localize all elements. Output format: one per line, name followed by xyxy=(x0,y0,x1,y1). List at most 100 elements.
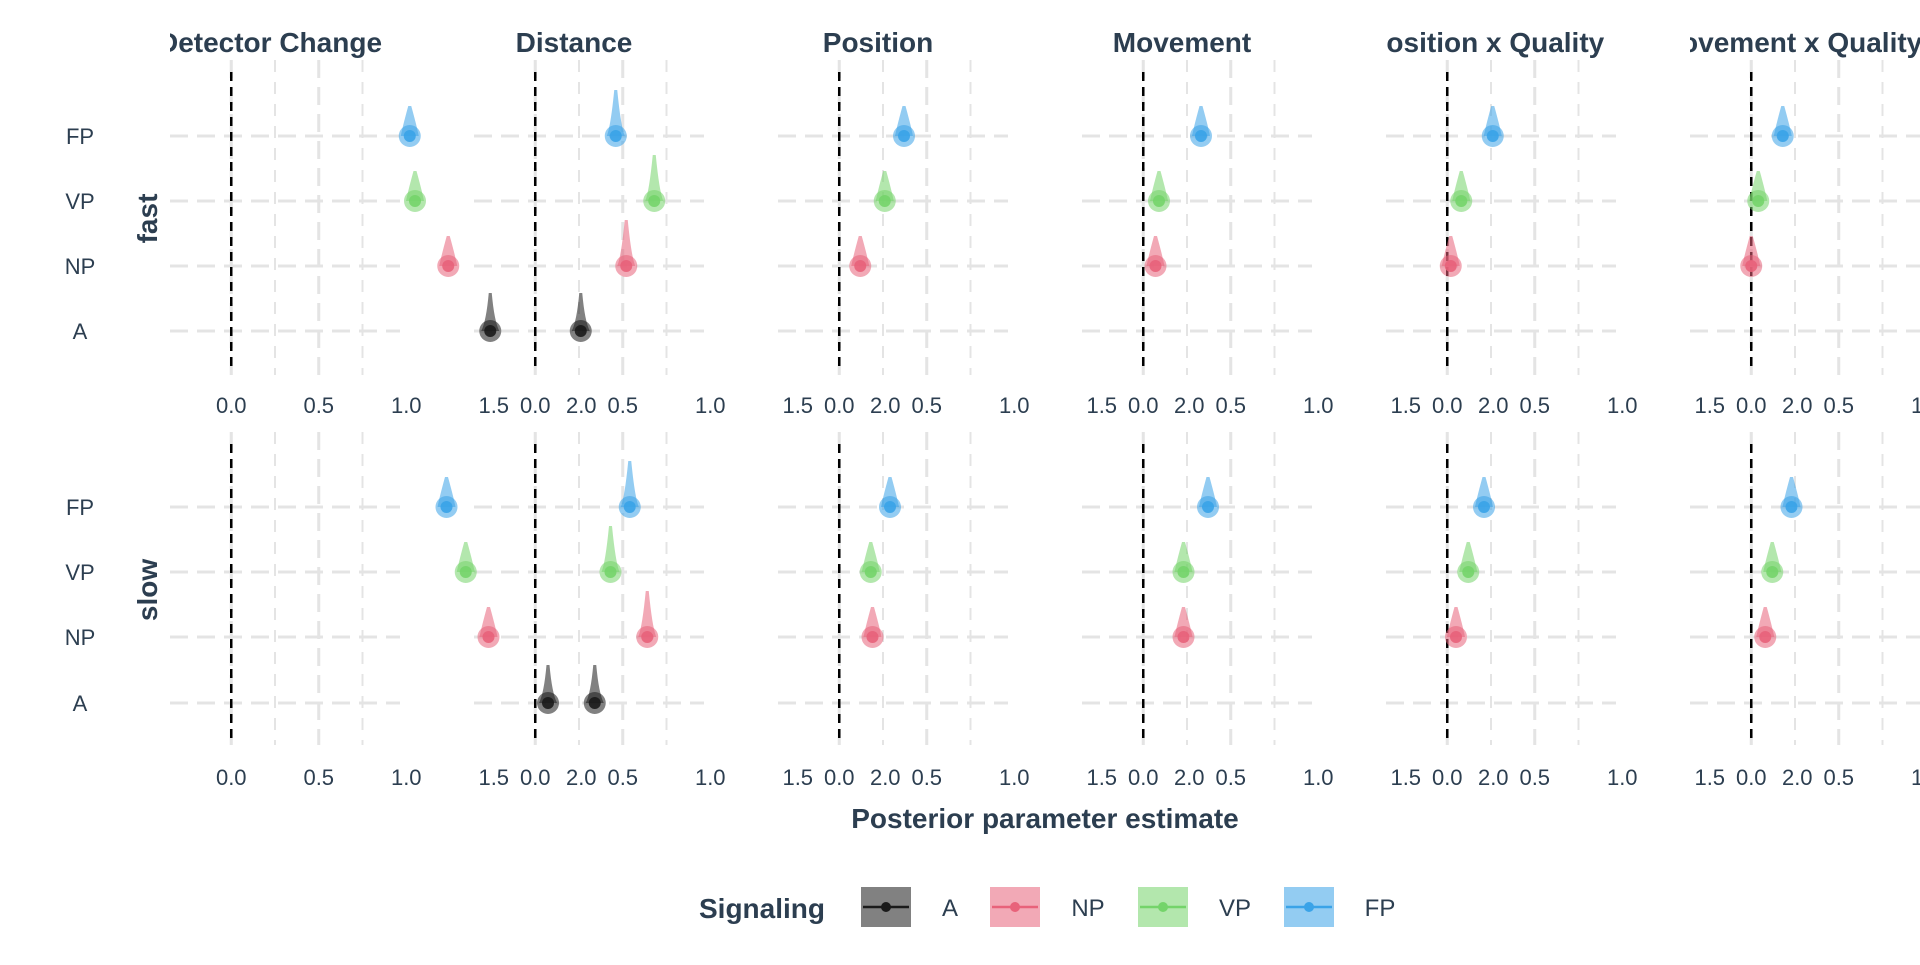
posterior-point xyxy=(898,130,910,142)
legend-key-point xyxy=(1304,902,1314,912)
legend-label: NP xyxy=(1071,895,1104,922)
x-tick-label: 0.0 xyxy=(1128,393,1159,418)
x-tick-label: 0.0 xyxy=(216,765,247,790)
x-tick-label: 2.0 xyxy=(566,393,597,418)
x-tick-label: 1.5 xyxy=(1086,765,1117,790)
posterior-density xyxy=(617,220,636,266)
x-tick-label: 1.0 xyxy=(1911,393,1920,418)
posterior-point xyxy=(604,566,617,578)
data-point xyxy=(643,155,666,212)
y-tick-label: VP xyxy=(65,189,94,214)
x-tick-label: 2.0 xyxy=(1174,765,1205,790)
legend-label: VP xyxy=(1219,895,1251,922)
x-tick-label: 0.5 xyxy=(1823,765,1854,790)
y-tick-label: NP xyxy=(65,625,96,650)
posterior-point xyxy=(484,325,497,337)
data-point xyxy=(1172,607,1195,648)
posterior-point xyxy=(1450,631,1462,643)
x-tick-label: 2.0 xyxy=(1782,393,1813,418)
data-point xyxy=(873,171,896,212)
x-tick-label: 1.0 xyxy=(1607,393,1638,418)
posterior-point xyxy=(588,697,601,709)
y-tick-label: A xyxy=(73,319,88,344)
x-tick-label: 0.0 xyxy=(824,393,855,418)
x-tick-label: 0.0 xyxy=(520,393,551,418)
x-tick-label: 0.5 xyxy=(1519,765,1550,790)
x-tick-label: 0.5 xyxy=(1519,393,1550,418)
x-tick-label: 0.5 xyxy=(607,393,638,418)
text-layer: Detector Change Distance Position Movement P… xyxy=(65,27,1920,927)
posterior-point xyxy=(1177,566,1190,578)
data-point xyxy=(569,293,592,342)
x-tick-label: 0.5 xyxy=(911,393,942,418)
x-tick-label: 2.0 xyxy=(1478,393,1509,418)
row-label: slow xyxy=(132,559,163,621)
data-point xyxy=(1148,171,1170,212)
data-point xyxy=(435,477,458,518)
data-point xyxy=(404,171,426,212)
panel-title: Position xyxy=(823,27,933,58)
data-point xyxy=(477,607,500,648)
posterior-point xyxy=(1177,631,1190,643)
x-tick-label: 0.5 xyxy=(1215,765,1246,790)
posterior-point xyxy=(1759,631,1772,643)
data-point xyxy=(879,477,901,518)
data-point xyxy=(859,542,882,583)
x-tick-label: 1.5 xyxy=(1390,765,1421,790)
posterior-point xyxy=(1776,130,1789,142)
posterior-point xyxy=(1478,501,1490,513)
x-tick-label: 1.0 xyxy=(1911,765,1920,790)
data-point xyxy=(1457,542,1480,583)
data-point xyxy=(454,542,477,583)
legend-entry: A xyxy=(861,887,958,927)
x-axis-title: Posterior parameter estimate xyxy=(851,803,1239,834)
x-tick-label: 1.0 xyxy=(695,393,726,418)
y-tick-label: FP xyxy=(66,124,94,149)
panel-title: Distance xyxy=(516,27,633,58)
data-point xyxy=(615,220,638,277)
data-point xyxy=(599,526,622,583)
posterior-point xyxy=(1195,130,1207,142)
x-tick-label: 2.0 xyxy=(1174,393,1205,418)
panel-title: Detector Change xyxy=(158,27,382,58)
data-point xyxy=(618,461,641,518)
legend-key-point xyxy=(1010,902,1020,912)
data-point xyxy=(1761,542,1784,583)
data-point xyxy=(1439,236,1462,277)
data-point xyxy=(398,106,421,147)
data-point xyxy=(604,90,627,147)
posterior-point xyxy=(403,130,416,142)
y-tick-label: A xyxy=(73,691,88,716)
x-tick-label: 1.5 xyxy=(782,765,813,790)
x-tick-label: 1.0 xyxy=(1607,765,1638,790)
x-tick-label: 2.0 xyxy=(870,765,901,790)
legend-entry: VP xyxy=(1138,887,1251,927)
posterior-point xyxy=(574,325,587,337)
x-tick-label: 2.0 xyxy=(870,393,901,418)
posterior-point xyxy=(1455,195,1468,207)
data-point xyxy=(437,236,460,277)
posterior-point xyxy=(1444,260,1457,272)
x-tick-label: 2.0 xyxy=(1782,765,1813,790)
x-tick-label: 1.5 xyxy=(1694,765,1725,790)
legend-label: A xyxy=(942,895,958,922)
posterior-point xyxy=(1202,501,1214,513)
x-tick-label: 0.5 xyxy=(1823,393,1854,418)
x-tick-label: 0.0 xyxy=(216,393,247,418)
panel-title: Movement xyxy=(1113,27,1251,58)
posterior-point xyxy=(854,260,867,272)
data-point xyxy=(1740,236,1763,277)
data-point xyxy=(1190,106,1212,147)
x-tick-label: 0.0 xyxy=(1432,765,1463,790)
panel-title: Movement x Quality xyxy=(1658,27,1920,58)
x-tick-label: 1.0 xyxy=(999,393,1030,418)
x-tick-label: 0.0 xyxy=(1736,393,1767,418)
data-point xyxy=(1197,477,1219,518)
x-tick-label: 0.5 xyxy=(1215,393,1246,418)
data-point xyxy=(583,665,606,714)
x-tick-label: 0.5 xyxy=(303,765,334,790)
posterior-point xyxy=(409,195,421,207)
posterior-point xyxy=(482,631,495,643)
